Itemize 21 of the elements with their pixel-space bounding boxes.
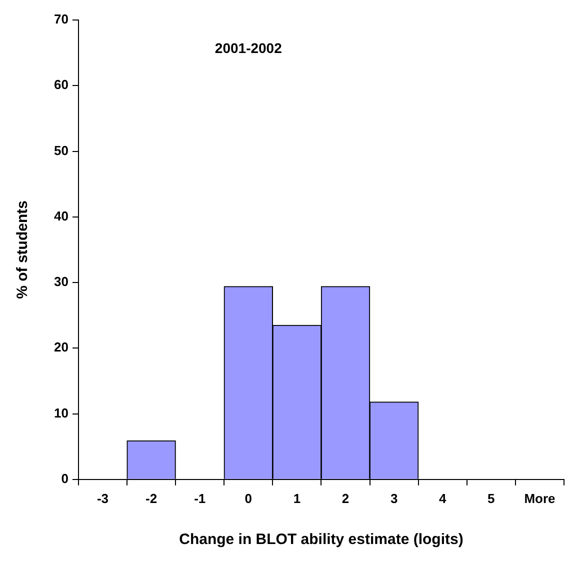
- text: 2001-2002: [214, 40, 282, 56]
- y-axis-title: % of students: [14, 200, 32, 299]
- x-axis-title: Change in BLOT ability estimate (logits): [179, 531, 464, 548]
- x-tick-label: 4: [439, 490, 447, 506]
- x-tick-label: More: [524, 490, 556, 506]
- y-tick-label: 40: [54, 208, 68, 224]
- y-tick-label: 30: [54, 274, 68, 290]
- x-tick-label: -2: [146, 490, 158, 506]
- x-tick-label: 5: [488, 490, 495, 506]
- x-tick-label: 2: [342, 490, 350, 506]
- x-tick-label: 1: [293, 490, 301, 506]
- y-tick-label: 70: [54, 12, 68, 27]
- y-tick-label: 50: [54, 142, 68, 158]
- x-tick-label: -3: [96, 490, 109, 506]
- y-tick-label: 60: [54, 77, 68, 92]
- y-tick-label: 10: [54, 405, 68, 420]
- y-tick-label: 0: [61, 470, 68, 486]
- x-tick-label: 3: [390, 490, 398, 506]
- y-tick-label: 20: [54, 340, 68, 355]
- x-tick-label: 0: [244, 490, 252, 506]
- x-tick-label: -1: [194, 490, 206, 506]
